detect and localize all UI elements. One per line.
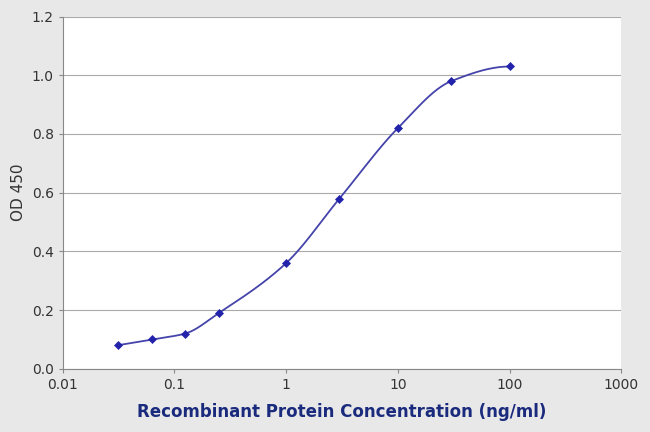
X-axis label: Recombinant Protein Concentration (ng/ml): Recombinant Protein Concentration (ng/ml… <box>137 403 547 421</box>
Y-axis label: OD 450: OD 450 <box>11 164 26 222</box>
